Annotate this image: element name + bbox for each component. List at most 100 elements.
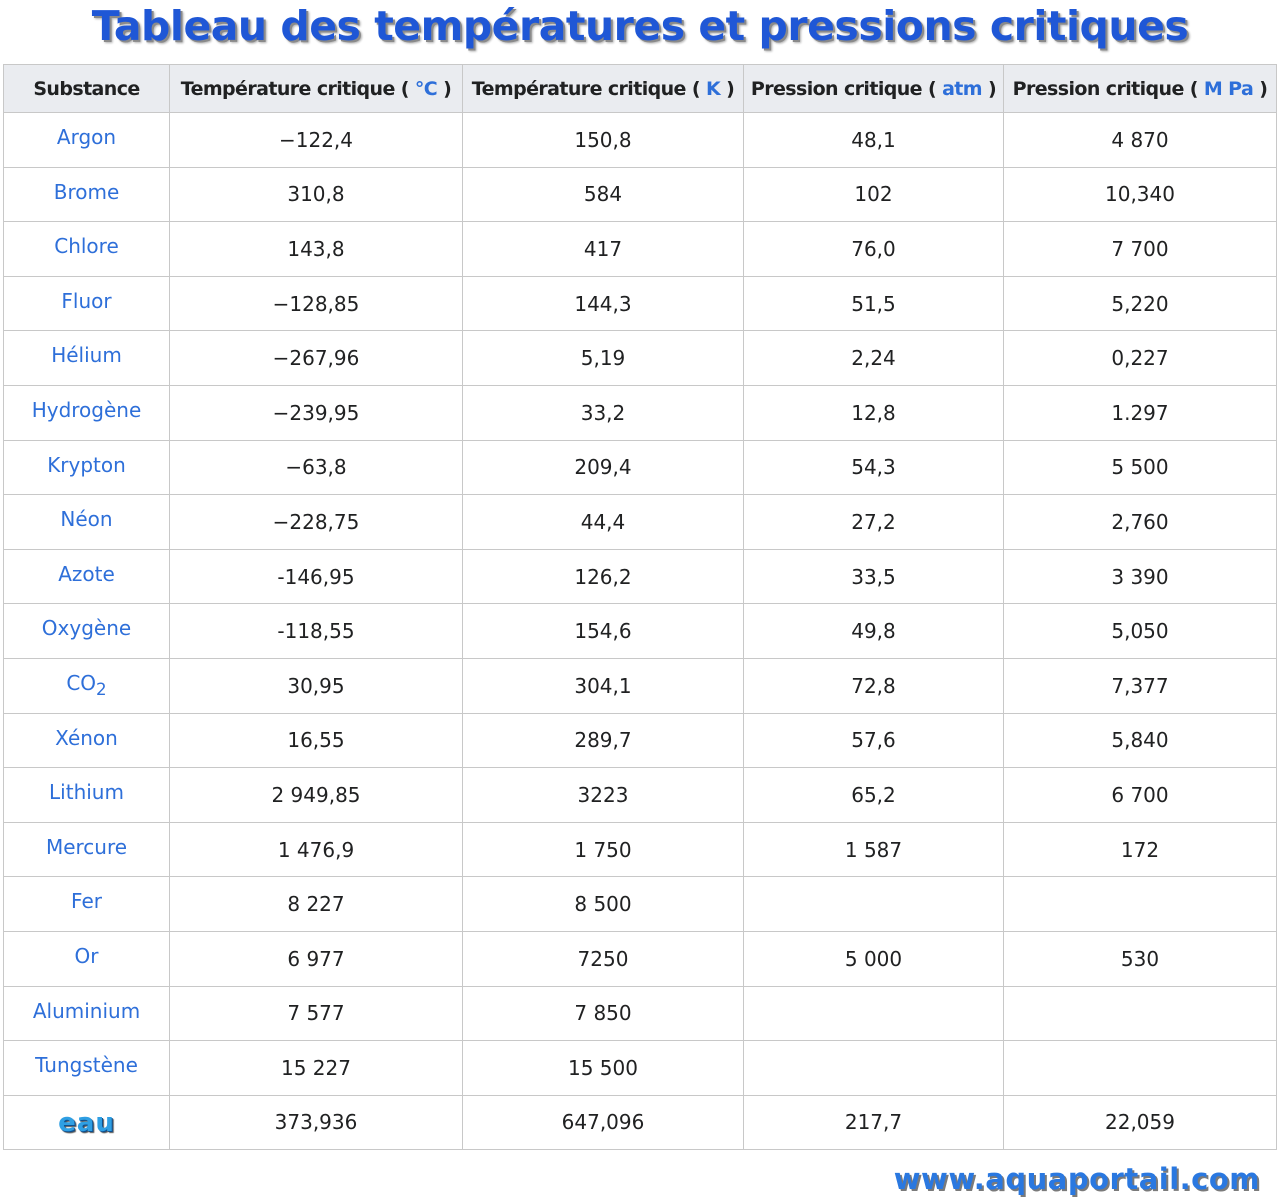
substance-link[interactable]: Hélium [51, 343, 122, 368]
temp-celsius-cell: −239,95 [169, 384, 463, 441]
temp-celsius-cell: 7 577 [169, 985, 463, 1042]
substance-link[interactable]: Fluor [61, 288, 112, 313]
temp-kelvin-cell: 8 500 [462, 876, 744, 932]
temp-celsius-cell: 143,8 [169, 221, 463, 277]
temp-celsius-cell: −63,8 [169, 439, 463, 496]
site-watermark: www.aquaportail.com [893, 1162, 1260, 1196]
substance-cell[interactable]: eau [3, 1094, 170, 1151]
table-row: Fer 8 227 8 500 [3, 876, 1277, 932]
pressure-atm-cell: 49,8 [743, 603, 1004, 659]
subscript: 2 [96, 679, 107, 699]
substance-cell[interactable]: CO2 [3, 657, 170, 714]
substance-link[interactable]: Brome [53, 179, 120, 204]
pressure-mpa-cell: 5,220 [1003, 275, 1277, 332]
substance-cell[interactable]: Aluminium [3, 985, 170, 1042]
header-temp-kelvin: Température critique ( K ) [462, 64, 744, 113]
substance-link[interactable]: Hydrogène [31, 397, 142, 422]
temp-kelvin-cell: 44,4 [462, 494, 744, 550]
pressure-mpa-cell: 10,340 [1003, 166, 1277, 223]
substance-link[interactable]: Azote [58, 561, 115, 586]
substance-cell[interactable]: Mercure [3, 821, 170, 878]
substance-cell[interactable]: Fer [3, 876, 170, 932]
header-temp-celsius: Température critique ( °C ) [169, 64, 463, 113]
substance-link[interactable]: Tungstène [35, 1053, 138, 1078]
pressure-atm-cell: 217,7 [743, 1094, 1004, 1151]
substance-cell[interactable]: Xénon [3, 712, 170, 769]
pressure-mpa-cell: 22,059 [1003, 1094, 1277, 1151]
substance-link[interactable]: Krypton [47, 452, 126, 477]
temp-kelvin-cell: 3223 [462, 767, 744, 823]
substance-link[interactable]: Chlore [54, 234, 119, 259]
table-row: Aluminium 7 577 7 850 [3, 985, 1277, 1042]
substance-cell[interactable]: Brome [3, 166, 170, 223]
temp-kelvin-cell: 15 500 [462, 1040, 744, 1096]
substance-logo-text[interactable]: eau [58, 1107, 115, 1138]
table-row: Hélium −267,96 5,19 2,24 0,227 [3, 330, 1277, 386]
substance-link[interactable]: CO [66, 670, 97, 695]
pressure-atm-cell: 51,5 [743, 275, 1004, 332]
substance-cell[interactable]: Chlore [3, 221, 170, 277]
substance-link[interactable]: Xénon [55, 725, 118, 750]
substance-link[interactable]: Aluminium [32, 998, 141, 1023]
substance-link[interactable]: Or [74, 943, 99, 968]
pressure-atm-cell: 54,3 [743, 439, 1004, 496]
table-row: Tungstène 15 227 15 500 [3, 1040, 1277, 1096]
temp-kelvin-cell: 126,2 [462, 548, 744, 605]
temp-kelvin-cell: 144,3 [462, 275, 744, 332]
substance-cell[interactable]: Argon [3, 112, 170, 168]
pressure-mpa-cell: 6 700 [1003, 767, 1277, 823]
substance-cell[interactable]: Or [3, 930, 170, 987]
substance-link[interactable]: Argon [56, 125, 117, 149]
temp-celsius-cell: 6 977 [169, 930, 463, 987]
table-row: Oxygène -118,55 154,6 49,8 5,050 [3, 603, 1277, 659]
pressure-mpa-cell: 0,227 [1003, 330, 1277, 386]
table-row: Krypton −63,8 209,4 54,3 5 500 [3, 439, 1277, 496]
pressure-atm-cell: 2,24 [743, 330, 1004, 386]
pressure-atm-cell [743, 876, 1004, 932]
pressure-mpa-cell [1003, 1040, 1277, 1096]
table-row: Mercure 1 476,9 1 750 1 587 172 [3, 821, 1277, 878]
temp-kelvin-cell: 154,6 [462, 603, 744, 659]
substance-link[interactable]: Néon [60, 507, 113, 532]
substance-link[interactable]: Lithium [49, 780, 124, 805]
table-row: Chlore 143,8 417 76,0 7 700 [3, 221, 1277, 277]
substance-cell[interactable]: Hélium [3, 330, 170, 386]
substance-cell[interactable]: Lithium [3, 767, 170, 823]
substance-cell[interactable]: Fluor [3, 275, 170, 332]
pressure-atm-cell: 5 000 [743, 930, 1004, 987]
substance-cell[interactable]: Krypton [3, 439, 170, 496]
table-row: Argon −122,4 150,8 48,1 4 870 [3, 112, 1277, 168]
substance-cell[interactable]: Oxygène [3, 603, 170, 659]
pressure-mpa-cell: 1.297 [1003, 384, 1277, 441]
substance-link[interactable]: Mercure [45, 834, 128, 859]
pressure-mpa-cell: 7,377 [1003, 657, 1277, 714]
temp-kelvin-cell: 289,7 [462, 712, 744, 769]
temp-celsius-cell: 16,55 [169, 712, 463, 769]
substance-cell[interactable]: Azote [3, 548, 170, 605]
temp-kelvin-cell: 150,8 [462, 112, 744, 168]
unit-link-kelvin[interactable]: K [705, 77, 721, 100]
pressure-atm-cell: 72,8 [743, 657, 1004, 714]
substance-link[interactable]: Oxygène [41, 616, 132, 641]
pressure-atm-cell: 76,0 [743, 221, 1004, 277]
substance-cell[interactable]: Tungstène [3, 1040, 170, 1096]
unit-link-atm[interactable]: atm [942, 77, 983, 100]
substance-cell[interactable]: Hydrogène [3, 384, 170, 441]
temp-kelvin-cell: 5,19 [462, 330, 744, 386]
temp-kelvin-cell: 33,2 [462, 384, 744, 441]
substance-link[interactable]: Fer [71, 889, 102, 914]
pressure-mpa-cell: 172 [1003, 821, 1277, 878]
unit-link-mpa[interactable]: M Pa [1203, 77, 1254, 100]
header-pressure-atm: Pression critique ( atm ) [743, 64, 1004, 113]
temp-celsius-cell: −228,75 [169, 494, 463, 550]
pressure-atm-cell: 33,5 [743, 548, 1004, 605]
unit-link-celsius[interactable]: °C [414, 77, 438, 100]
substance-cell[interactable]: Néon [3, 494, 170, 550]
pressure-mpa-cell: 5,840 [1003, 712, 1277, 769]
page-title: Tableau des températures et pressions cr… [91, 2, 1189, 50]
table-row: Hydrogène −239,95 33,2 12,8 1.297 [3, 384, 1277, 441]
temp-kelvin-cell: 7 850 [462, 985, 744, 1042]
pressure-mpa-cell: 2,760 [1003, 494, 1277, 550]
pressure-atm-cell [743, 985, 1004, 1042]
temp-celsius-cell: 15 227 [169, 1040, 463, 1096]
